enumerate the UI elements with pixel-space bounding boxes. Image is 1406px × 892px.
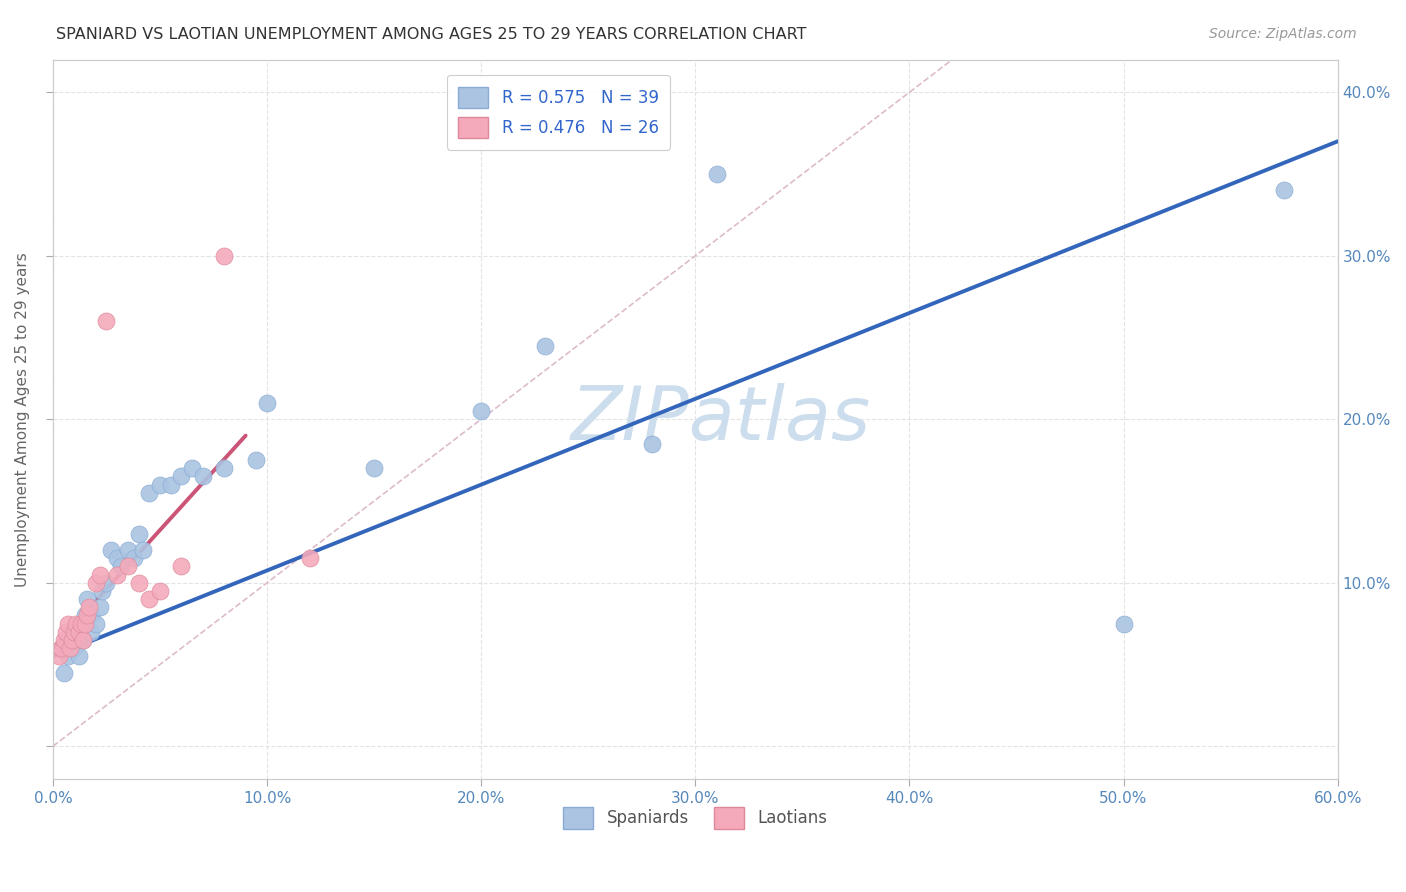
Point (128, 575, 150, 590)
Point (67, 624, 90, 639)
Point (59, 632, 82, 647)
Point (470, 404, 492, 418)
Point (149, 583, 172, 598)
Point (132, 543, 155, 558)
Point (1272, 183, 1295, 197)
Point (76, 592, 98, 607)
Point (48, 649, 70, 664)
Point (72, 632, 94, 647)
Point (138, 592, 160, 607)
Point (124, 551, 146, 566)
Point (245, 453, 267, 467)
Y-axis label: Unemployment Among Ages 25 to 29 years: Unemployment Among Ages 25 to 29 years (15, 252, 30, 587)
Point (63, 641, 86, 656)
Point (170, 469, 193, 483)
Text: ZIPatlas: ZIPatlas (571, 384, 872, 455)
Point (80, 624, 103, 639)
Text: SPANIARD VS LAOTIAN UNEMPLOYMENT AMONG AGES 25 TO 29 YEARS CORRELATION CHART: SPANIARD VS LAOTIAN UNEMPLOYMENT AMONG A… (56, 27, 807, 42)
Point (363, 461, 385, 475)
Legend: Spaniards, Laotians: Spaniards, Laotians (557, 801, 834, 835)
Point (76, 608, 98, 623)
Point (69, 616, 91, 631)
Point (73, 608, 96, 623)
Point (138, 485, 160, 500)
Point (170, 559, 193, 574)
Point (117, 559, 139, 574)
Point (149, 477, 172, 491)
Point (534, 339, 557, 353)
Point (105, 567, 128, 582)
Point (55, 624, 77, 639)
Point (56, 649, 79, 664)
Point (706, 167, 728, 181)
Point (63, 624, 86, 639)
Point (1112, 616, 1135, 631)
Point (84, 616, 107, 631)
Point (56, 616, 79, 631)
Point (65, 616, 87, 631)
Point (212, 461, 235, 475)
Point (79, 600, 101, 615)
Point (91, 583, 114, 598)
Point (67, 649, 90, 664)
Point (80, 608, 103, 623)
Point (60, 632, 83, 647)
Point (100, 543, 122, 558)
Point (128, 526, 150, 541)
Point (256, 396, 278, 410)
Point (181, 461, 204, 475)
Point (96, 314, 118, 328)
Point (51, 641, 73, 656)
Point (110, 559, 132, 574)
Point (63, 624, 86, 639)
Point (52, 665, 75, 680)
Point (52, 632, 75, 647)
Point (59, 641, 82, 656)
Point (191, 469, 214, 483)
Point (89, 567, 111, 582)
Point (69, 616, 91, 631)
Point (89, 600, 111, 615)
Point (73, 616, 96, 631)
Point (84, 575, 107, 590)
Point (212, 249, 235, 263)
Text: Source: ZipAtlas.com: Source: ZipAtlas.com (1209, 27, 1357, 41)
Point (96, 575, 118, 590)
Point (641, 437, 664, 451)
Point (72, 632, 94, 647)
Point (117, 543, 139, 558)
Point (298, 551, 321, 566)
Point (159, 477, 181, 491)
Point (105, 551, 128, 566)
